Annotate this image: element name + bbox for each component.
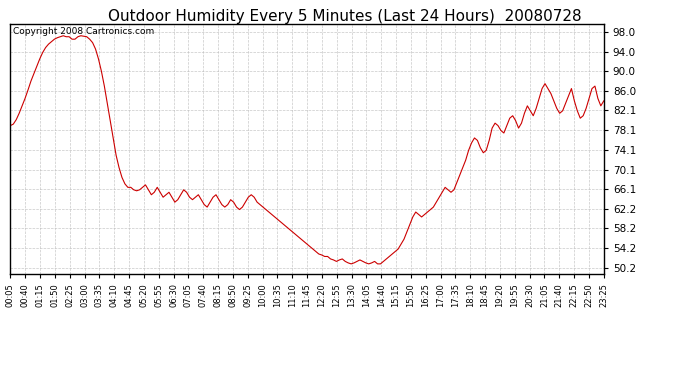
Text: Outdoor Humidity Every 5 Minutes (Last 24 Hours)  20080728: Outdoor Humidity Every 5 Minutes (Last 2… <box>108 9 582 24</box>
Text: Copyright 2008 Cartronics.com: Copyright 2008 Cartronics.com <box>13 27 155 36</box>
